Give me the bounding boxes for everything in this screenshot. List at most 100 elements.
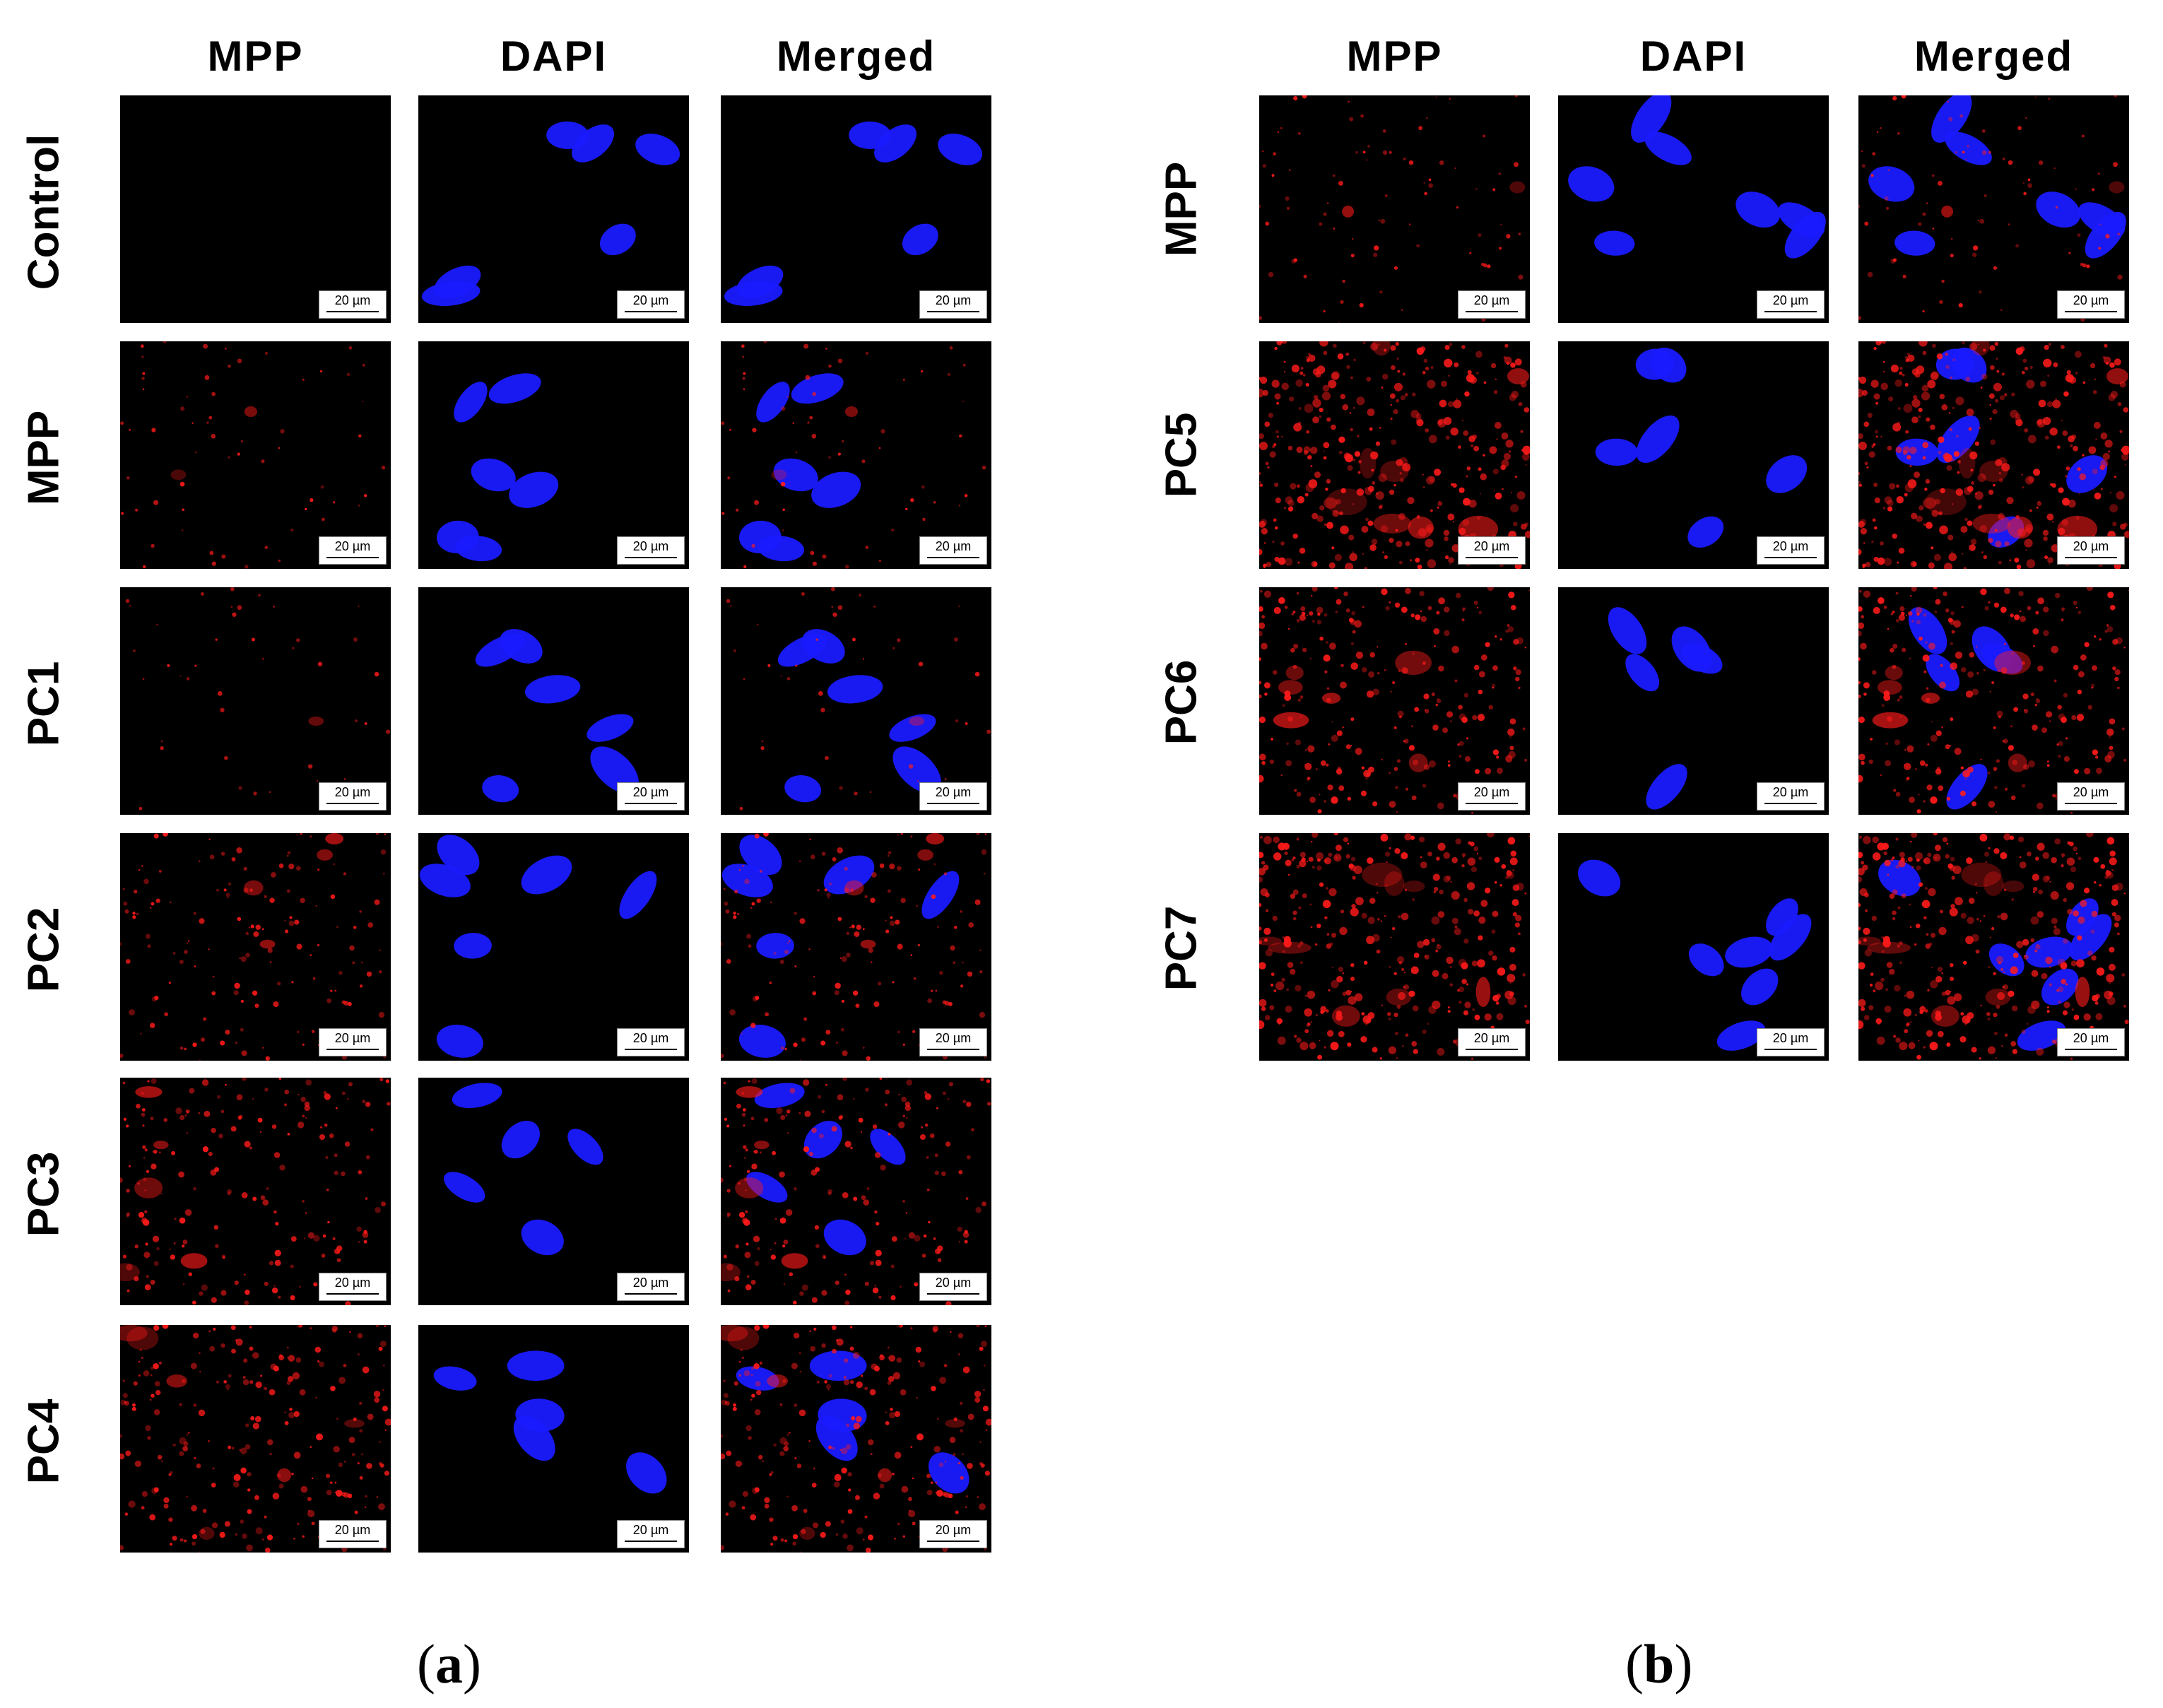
panel-a-stain-layer bbox=[726, 587, 991, 811]
panel-a-micrograph-control-merged: 20 µm bbox=[721, 95, 991, 323]
scale-bar-line bbox=[326, 311, 379, 312]
panel-b-micrograph-pc7-dapi: 20 µm bbox=[1558, 833, 1829, 1061]
panel-b-micrograph-pc6-mpp: 20 µm bbox=[1259, 587, 1530, 815]
panel-b-stain-layer bbox=[1858, 341, 2129, 569]
scale-bar-line bbox=[1466, 803, 1518, 804]
scale-bar-label: 20 µm bbox=[334, 1031, 371, 1045]
scale-bar: 20 µm bbox=[919, 1520, 987, 1548]
scale-bar-label: 20 µm bbox=[935, 1031, 972, 1045]
panel-b-stain-layer bbox=[1858, 95, 2126, 323]
scale-bar: 20 µm bbox=[1757, 782, 1825, 811]
scale-bar-label: 20 µm bbox=[2073, 1031, 2109, 1045]
panel-a-stain-layer bbox=[125, 587, 391, 811]
scale-bar: 20 µm bbox=[617, 1520, 685, 1548]
scale-bar: 20 µm bbox=[617, 290, 685, 319]
panel-a-stain-layer bbox=[436, 373, 559, 562]
panel-b-stain-layer bbox=[1259, 95, 1526, 323]
scale-bar-label: 20 µm bbox=[935, 785, 972, 799]
scale-bar: 20 µm bbox=[319, 536, 387, 565]
scale-bar-label: 20 µm bbox=[1473, 293, 1510, 307]
panel-a-micrograph-pc3-merged: 20 µm bbox=[721, 1078, 991, 1305]
panel-a-stain-layer bbox=[421, 121, 680, 306]
panel-a-stain-layer bbox=[724, 121, 983, 306]
panel-b-row-label-pc6: PC6 bbox=[1157, 659, 1206, 746]
panel-b-col-header-mpp: MPP bbox=[1346, 33, 1443, 80]
scale-bar: 20 µm bbox=[919, 1273, 987, 1301]
panel-a-stain-layer bbox=[721, 341, 986, 569]
scale-bar-line bbox=[326, 803, 379, 804]
scale-bar-line bbox=[625, 557, 677, 558]
scale-bar-line bbox=[927, 803, 979, 804]
scale-bar: 20 µm bbox=[319, 1520, 387, 1548]
scale-bar: 20 µm bbox=[617, 782, 685, 811]
panel-a-stain-layer bbox=[120, 833, 387, 1061]
scale-bar-label: 20 µm bbox=[2073, 293, 2109, 307]
panel-b-micrograph-pc5-mpp: 20 µm bbox=[1259, 341, 1530, 569]
scale-bar-label: 20 µm bbox=[334, 785, 371, 799]
panel-b-micrograph-pc5-merged: 20 µm bbox=[1858, 341, 2129, 569]
scale-bar-line bbox=[927, 1293, 979, 1295]
scale-bar: 20 µm bbox=[919, 1028, 987, 1056]
scale-bar-label: 20 µm bbox=[935, 293, 972, 307]
panel-a-col-header-mpp: MPP bbox=[207, 33, 304, 80]
scale-bar: 20 µm bbox=[2057, 290, 2125, 319]
scale-bar-line bbox=[1466, 311, 1518, 312]
scale-bar-line bbox=[1764, 803, 1817, 804]
scale-bar-label: 20 µm bbox=[935, 539, 972, 553]
scale-bar: 20 µm bbox=[319, 1028, 387, 1056]
scale-bar-line bbox=[326, 557, 379, 558]
scale-bar-label: 20 µm bbox=[632, 1031, 669, 1045]
panel-a-row-label-pc3: PC3 bbox=[19, 1151, 69, 1237]
panel-b-stain-layer bbox=[1578, 859, 1812, 1051]
panel-b-stain-layer bbox=[1595, 347, 1808, 548]
scale-bar-label: 20 µm bbox=[334, 1523, 371, 1537]
scale-bar-line bbox=[625, 1049, 677, 1050]
scale-bar-label: 20 µm bbox=[935, 1523, 972, 1537]
panel-a-row-label-mpp: MPP bbox=[19, 410, 69, 506]
scale-bar: 20 µm bbox=[919, 782, 987, 811]
scale-bar-label: 20 µm bbox=[632, 539, 669, 553]
panel-a-row-label-pc2: PC2 bbox=[19, 907, 69, 993]
panel-a-micrograph-pc4-merged: 20 µm bbox=[721, 1325, 991, 1553]
scale-bar-label: 20 µm bbox=[632, 293, 669, 307]
panel-a-row-label-pc1: PC1 bbox=[19, 661, 69, 747]
panel-a-micrograph-mpp-merged: 20 µm bbox=[721, 341, 991, 569]
panel-a-col-header-dapi: DAPI bbox=[500, 33, 608, 80]
panel-a-col-header-merged: Merged bbox=[776, 33, 936, 80]
scale-bar: 20 µm bbox=[919, 290, 987, 319]
scale-bar-line bbox=[1764, 1049, 1817, 1050]
subfigure-label-a: (a) bbox=[417, 1633, 481, 1695]
panel-a-micrograph-pc4-mpp: 20 µm bbox=[120, 1325, 391, 1553]
scale-bar-line bbox=[2065, 557, 2117, 558]
scale-bar-label: 20 µm bbox=[1473, 539, 1510, 553]
panel-b-col-header-dapi: DAPI bbox=[1639, 33, 1748, 80]
scale-bar-label: 20 µm bbox=[632, 785, 669, 799]
scale-bar-label: 20 µm bbox=[334, 293, 371, 307]
panel-a-micrograph-pc1-mpp: 20 µm bbox=[120, 587, 391, 815]
scale-bar-label: 20 µm bbox=[1772, 1031, 1809, 1045]
panel-b-micrograph-mpp-dapi: 20 µm bbox=[1558, 95, 1829, 323]
panel-a-micrograph-pc3-dapi: 20 µm bbox=[418, 1078, 689, 1305]
scale-bar: 20 µm bbox=[617, 536, 685, 565]
panel-b-micrograph-pc7-merged: 20 µm bbox=[1858, 833, 2129, 1061]
panel-b-stain-layer bbox=[1259, 833, 1530, 1060]
scale-bar: 20 µm bbox=[919, 536, 987, 565]
panel-b-row-label-pc7: PC7 bbox=[1157, 905, 1206, 991]
scale-bar-label: 20 µm bbox=[935, 1276, 972, 1290]
panel-b-stain-layer bbox=[1858, 833, 2129, 1060]
scale-bar: 20 µm bbox=[1458, 1028, 1526, 1056]
panel-b-row-label-mpp: MPP bbox=[1157, 161, 1206, 257]
subfigure-label-b: (b) bbox=[1625, 1633, 1693, 1695]
panel-a-stain-layer bbox=[120, 1325, 391, 1553]
scale-bar-line bbox=[326, 1049, 379, 1050]
panel-a-stain-layer bbox=[120, 341, 386, 569]
panel-a-micrograph-pc4-dapi: 20 µm bbox=[418, 1325, 689, 1553]
panel-a-stain-layer bbox=[419, 835, 657, 1058]
panel-b-stain-layer bbox=[1608, 607, 1723, 810]
panel-b-micrograph-mpp-merged: 20 µm bbox=[1858, 95, 2129, 323]
panel-a-row-label-pc4: PC4 bbox=[19, 1398, 69, 1485]
panel-a-micrograph-control-mpp: 20 µm bbox=[120, 95, 391, 323]
panel-b-micrograph-pc6-dapi: 20 µm bbox=[1558, 587, 1829, 815]
scale-bar-line bbox=[2065, 1049, 2117, 1050]
panel-b-micrograph-mpp-mpp: 20 µm bbox=[1259, 95, 1530, 323]
